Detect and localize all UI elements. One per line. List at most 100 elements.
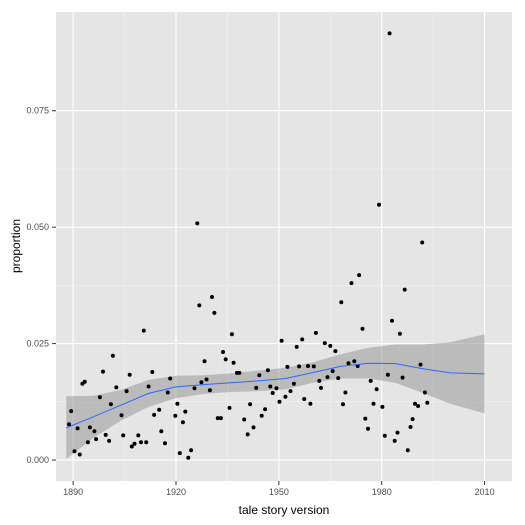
x-tick-label: 1980 <box>372 487 392 497</box>
data-point <box>254 385 259 390</box>
data-point <box>336 376 341 381</box>
data-point <box>408 425 413 429</box>
data-point <box>242 417 247 422</box>
data-point <box>420 240 425 245</box>
x-axis-ticks: 1890 1920 1950 1980 2010 <box>63 481 495 497</box>
y-axis-ticks: 0.000 0.025 0.050 0.075 <box>26 106 56 465</box>
data-point <box>413 401 417 406</box>
data-point <box>297 364 302 369</box>
data-point <box>306 364 310 368</box>
data-point <box>97 395 102 400</box>
data-point <box>231 360 236 365</box>
data-point <box>107 438 112 443</box>
data-point <box>263 407 268 412</box>
data-point <box>274 386 279 391</box>
data-point <box>277 399 282 404</box>
data-point <box>402 287 407 292</box>
data-point <box>308 401 313 406</box>
data-point <box>357 273 362 278</box>
data-point <box>204 377 209 382</box>
x-tick-label: 1890 <box>63 487 83 497</box>
data-point <box>139 440 143 445</box>
data-point <box>82 379 87 384</box>
x-tick-label: 2010 <box>475 487 495 497</box>
data-point <box>195 221 200 226</box>
data-point <box>146 384 151 389</box>
data-point <box>132 441 137 446</box>
data-point <box>183 409 188 414</box>
data-point <box>283 394 288 399</box>
data-point <box>382 433 387 438</box>
data-point <box>363 416 368 421</box>
data-point <box>341 402 345 407</box>
data-point <box>229 332 234 337</box>
data-point <box>103 432 108 437</box>
x-tick-label: 1920 <box>166 487 186 497</box>
data-point <box>360 326 365 331</box>
data-point <box>150 370 155 374</box>
data-point <box>218 416 223 421</box>
data-point <box>380 404 385 409</box>
data-point <box>210 295 214 299</box>
data-point <box>144 440 149 445</box>
data-point <box>92 429 97 434</box>
data-point <box>186 455 191 460</box>
data-point <box>385 372 390 377</box>
data-point <box>202 359 207 364</box>
data-point <box>85 440 90 445</box>
data-point <box>313 330 318 335</box>
data-point <box>199 380 204 385</box>
data-point <box>418 362 423 367</box>
data-point <box>180 420 185 425</box>
y-tick-label: 0.000 <box>26 455 49 465</box>
data-point <box>333 349 338 354</box>
data-point <box>319 385 323 390</box>
data-point <box>405 448 410 453</box>
data-point <box>207 388 212 393</box>
data-point <box>366 426 370 431</box>
data-point <box>317 378 322 383</box>
data-point <box>110 353 115 358</box>
data-point <box>141 328 146 333</box>
data-point <box>302 397 307 401</box>
data-point <box>371 401 376 406</box>
data-point <box>152 412 157 417</box>
data-point <box>197 303 202 308</box>
y-axis-title: proportion <box>9 219 23 273</box>
data-point <box>416 404 421 408</box>
y-tick-label: 0.075 <box>26 106 49 116</box>
data-point <box>75 426 80 431</box>
data-point <box>311 364 316 369</box>
data-point <box>346 361 351 366</box>
data-point <box>257 373 262 378</box>
data-point <box>227 405 232 410</box>
data-point <box>322 341 327 346</box>
data-point <box>127 372 132 377</box>
data-point <box>368 378 373 383</box>
x-tick-label: 1950 <box>269 487 289 497</box>
data-point <box>175 401 180 406</box>
data-point <box>328 343 333 348</box>
y-tick-label: 0.050 <box>26 222 49 232</box>
data-point <box>377 202 381 207</box>
data-point <box>124 389 129 394</box>
data-point <box>248 402 253 407</box>
data-point <box>157 407 162 412</box>
data-point <box>270 391 275 395</box>
data-point <box>69 409 74 414</box>
data-point <box>325 375 330 380</box>
data-point <box>168 376 173 381</box>
data-point <box>425 400 430 405</box>
smooth-trend-line <box>66 362 485 429</box>
data-point <box>77 452 82 457</box>
data-point <box>189 448 194 453</box>
grid-major <box>56 12 512 481</box>
data-point <box>72 449 77 454</box>
data-point <box>422 390 427 395</box>
data-point <box>395 430 400 435</box>
data-point <box>165 390 170 395</box>
data-point <box>245 432 250 437</box>
data-point <box>87 425 92 430</box>
data-point <box>129 444 134 449</box>
